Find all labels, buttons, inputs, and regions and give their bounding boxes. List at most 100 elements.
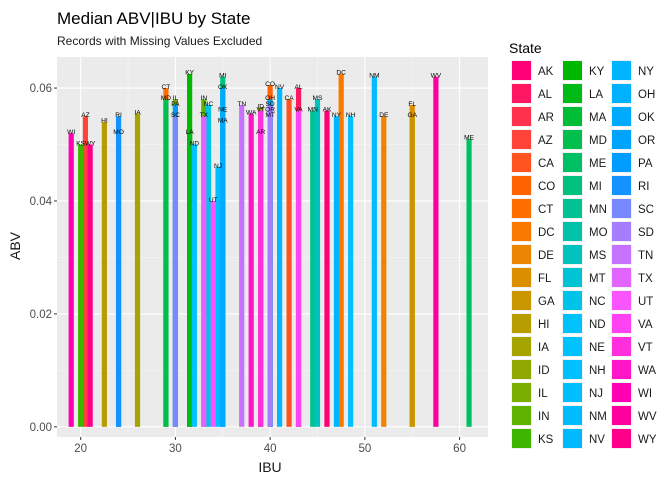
legend-swatch-sc [612,199,631,218]
legend-swatch-ut [612,291,631,310]
bar-label-il: IL [173,95,179,102]
x-tick-label: 30 [169,443,182,455]
legend-title: State [509,40,542,56]
legend-swatch-ca [512,153,531,172]
legend-swatch-wa [612,360,631,379]
legend-label-ny: NY [638,66,654,78]
bar-label-in: IN [201,95,208,102]
legend-label-ia: IA [538,342,549,354]
legend-label-me: ME [589,158,607,170]
legend-label-il: IL [538,388,548,400]
bar-label-nh: NH [346,112,356,119]
legend-swatch-ga [512,291,531,310]
legend-label-al: AL [538,89,553,101]
legend-swatch-de [512,245,531,264]
bar-label-dc: DC [336,70,346,77]
legend-swatch-wv [612,406,631,425]
bar-vt [258,110,264,427]
legend-label-ks: KS [538,434,554,446]
chart-title: Median ABV|IBU by State [57,9,250,28]
legend-swatch-tx [612,268,631,287]
bar-sd [267,104,273,427]
bar-label-az: AZ [81,112,89,119]
bar-label-wa: WA [246,109,257,116]
bar-label-me: ME [464,135,474,142]
bar-mn [310,110,316,427]
bar-label-fl: FL [408,101,416,108]
legend-swatch-ia [512,337,531,356]
legend-label-nv: NV [589,434,605,446]
legend-label-ne: NE [589,342,605,354]
legend-swatch-ky [563,61,582,80]
bar-label-ca: CA [284,95,294,102]
y-tick-label: 0.02 [30,309,52,321]
bar-label-mt: MT [265,112,275,119]
legend-swatch-ri [612,176,631,195]
legend-swatch-sd [612,222,631,241]
bar-ia [134,113,141,427]
legend-swatch-me [563,153,582,172]
legend-swatch-id [512,360,531,379]
legend-label-mo: MO [589,227,608,239]
bar-label-ks: KS [76,140,85,147]
bar-label-wy: WY [85,140,96,147]
bar-label-ut: UT [209,197,218,204]
y-tick-label: 0.06 [30,83,52,95]
legend-label-nh: NH [589,365,606,377]
legend-swatch-nj [563,383,582,402]
bar-label-oh: OH [265,95,275,102]
legend-label-oh: OH [638,89,655,101]
bar-ri [115,116,122,427]
legend-label-nd: ND [589,319,606,331]
bar-label-md: MD [161,95,171,102]
x-tick-label: 20 [74,443,87,455]
legend-label-ma: MA [589,112,607,124]
bar-label-ny: NY [332,112,342,119]
bar-label-mo: MO [113,129,124,136]
legend-label-ut: UT [638,296,653,308]
legend-label-tx: TX [638,273,653,285]
legend-label-tn: TN [638,250,653,262]
legend-swatch-mn [563,199,582,218]
bar-label-ia: IA [134,109,141,116]
legend-swatch-ar [512,107,531,126]
legend-swatch-mo [563,222,582,241]
bar-label-hi: HI [101,118,108,125]
bar-hi [101,121,107,427]
legend-label-hi: HI [538,319,550,331]
legend-label-mt: MT [589,273,606,285]
legend-label-nc: NC [589,296,606,308]
bar-la [187,133,193,427]
legend-label-wy: WY [638,434,657,446]
legend-swatch-wi [612,383,631,402]
bar-ok [220,88,226,427]
bar-label-ak: AK [323,106,332,113]
legend-swatch-oh [612,84,631,103]
legend-swatch-al [512,84,531,103]
bar-ut [210,200,216,427]
bar-me [466,138,472,427]
legend-label-az: AZ [538,135,553,147]
bar-tx [201,116,207,427]
legend-label-de: DE [538,250,554,262]
legend-label-wv: WV [638,411,657,423]
legend-label-va: VA [638,319,653,331]
bar-label-va: VA [294,106,303,113]
legend-swatch-nv [563,429,582,448]
legend-swatch-ms [563,245,582,264]
bar-label-ma: MA [218,118,228,125]
legend-swatch-ct [512,199,531,218]
legend-label-ga: GA [538,296,555,308]
x-tick-label: 40 [264,443,277,455]
legend-swatch-in [512,406,531,425]
y-tick-label: 0.04 [30,196,53,208]
bar-label-ms: MS [313,95,323,102]
y-axis-title: ABV [7,231,23,260]
legend-label-sc: SC [638,204,654,216]
bars [68,73,472,427]
bar-ks [78,144,84,427]
bar-ny [333,116,340,427]
bar-label-sc: SC [171,112,180,119]
bar-label-ar: AR [256,129,265,136]
